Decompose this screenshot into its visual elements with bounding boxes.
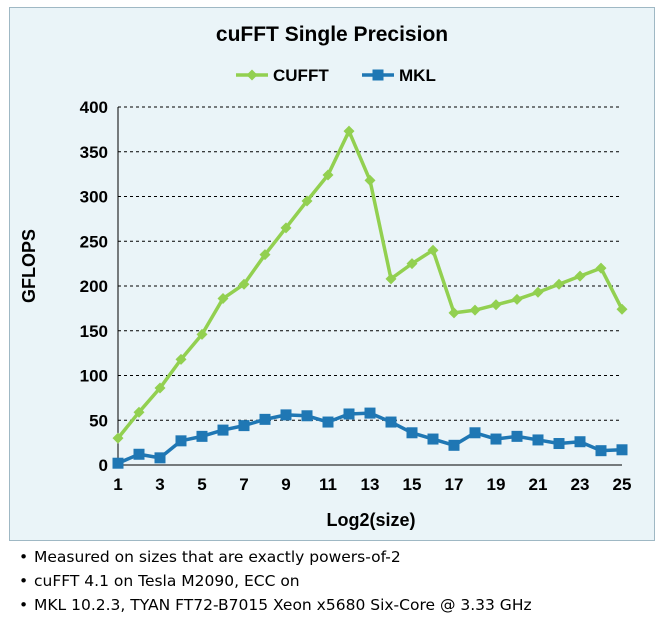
data-point bbox=[154, 382, 166, 394]
data-point bbox=[364, 407, 376, 419]
y-tick-label: 100 bbox=[80, 367, 108, 386]
axes bbox=[117, 107, 622, 466]
data-point bbox=[196, 328, 208, 340]
x-tick-label: 11 bbox=[319, 475, 337, 494]
y-tick-label: 400 bbox=[80, 98, 108, 117]
y-tick-label: 300 bbox=[80, 188, 108, 207]
data-point bbox=[406, 427, 418, 439]
data-point bbox=[259, 249, 271, 261]
data-point bbox=[175, 435, 187, 447]
data-point bbox=[133, 406, 145, 418]
footnote-item: MKL 10.2.3, TYAN FT72-B7015 Xeon x5680 S… bbox=[34, 593, 532, 617]
data-point bbox=[532, 286, 544, 298]
data-point bbox=[217, 424, 229, 436]
data-point bbox=[490, 433, 502, 445]
data-point bbox=[385, 273, 397, 285]
data-point bbox=[511, 430, 523, 442]
y-tick-label: 150 bbox=[80, 322, 108, 341]
data-point bbox=[448, 439, 460, 451]
data-point bbox=[246, 69, 258, 81]
x-tick-labels: 1 3 5 7 9 11 13 15 17 19 21 23 25 bbox=[113, 475, 631, 494]
plot-area bbox=[112, 125, 628, 469]
footnotes: Measured on sizes that are exactly power… bbox=[34, 545, 532, 617]
legend: CUFFT MKL bbox=[236, 66, 436, 85]
data-point bbox=[322, 169, 334, 181]
data-point bbox=[553, 278, 565, 290]
data-point bbox=[616, 303, 628, 315]
series-mkl bbox=[112, 407, 628, 469]
legend-item-mkl: MKL bbox=[362, 66, 436, 85]
legend-label: CUFFT bbox=[273, 66, 329, 85]
data-point bbox=[385, 416, 397, 428]
data-point bbox=[301, 195, 313, 207]
gridlines bbox=[118, 106, 622, 421]
x-tick-label: 5 bbox=[197, 475, 206, 494]
data-point bbox=[574, 436, 586, 448]
data-point bbox=[372, 69, 384, 81]
chart-title: cuFFT Single Precision bbox=[216, 23, 448, 46]
data-point bbox=[595, 262, 607, 274]
data-point bbox=[301, 410, 313, 422]
data-point bbox=[553, 438, 565, 450]
data-point bbox=[469, 304, 481, 316]
legend-label: MKL bbox=[399, 66, 436, 85]
line-chart: cuFFT Single Precision CUFFT MKL 05010015… bbox=[19, 23, 631, 530]
data-point bbox=[175, 353, 187, 365]
data-point bbox=[427, 433, 439, 445]
x-tick-label: 17 bbox=[445, 475, 464, 494]
data-point bbox=[112, 432, 124, 444]
data-point bbox=[532, 434, 544, 446]
x-tick-label: 7 bbox=[239, 475, 248, 494]
x-tick-label: 1 bbox=[113, 475, 122, 494]
data-point bbox=[469, 427, 481, 439]
x-tick-label: 3 bbox=[155, 475, 164, 494]
data-point bbox=[280, 409, 292, 421]
x-tick-label: 23 bbox=[571, 475, 590, 494]
data-point bbox=[238, 420, 250, 432]
footnote-item: cuFFT 4.1 on Tesla M2090, ECC on bbox=[34, 569, 532, 593]
x-tick-label: 9 bbox=[281, 475, 290, 494]
y-tick-labels: 0 50 100 150 200 250 300 350 400 bbox=[80, 98, 108, 475]
data-point bbox=[280, 222, 292, 234]
data-point bbox=[238, 278, 250, 290]
y-tick-label: 250 bbox=[80, 232, 108, 251]
data-point bbox=[217, 293, 229, 305]
data-point bbox=[322, 416, 334, 428]
x-tick-label: 21 bbox=[529, 475, 548, 494]
y-tick-label: 200 bbox=[80, 277, 108, 296]
data-point bbox=[490, 299, 502, 311]
data-point bbox=[511, 293, 523, 305]
footnote-item: Measured on sizes that are exactly power… bbox=[34, 545, 532, 569]
data-point bbox=[154, 452, 166, 464]
x-axis-label: Log2(size) bbox=[326, 510, 415, 530]
legend-item-cufft: CUFFT bbox=[236, 66, 329, 85]
x-tick-label: 25 bbox=[613, 475, 632, 494]
y-tick-label: 350 bbox=[80, 143, 108, 162]
data-point bbox=[595, 445, 607, 457]
data-point bbox=[364, 174, 376, 186]
y-axis-label: GFLOPS bbox=[19, 229, 39, 303]
data-point bbox=[448, 307, 460, 319]
chart-panel: cuFFT Single Precision CUFFT MKL 0 50 100 15… bbox=[9, 7, 655, 541]
x-tick-label: 19 bbox=[487, 475, 506, 494]
data-point bbox=[112, 457, 124, 469]
data-point bbox=[343, 125, 355, 137]
data-point bbox=[427, 244, 439, 256]
data-point bbox=[343, 408, 355, 420]
x-tick-label: 13 bbox=[361, 475, 380, 494]
data-point bbox=[574, 270, 586, 282]
data-point bbox=[616, 444, 628, 456]
data-point bbox=[133, 448, 145, 460]
data-point bbox=[196, 430, 208, 442]
series-cufft bbox=[112, 125, 628, 444]
y-tick-label: 50 bbox=[89, 411, 108, 430]
data-point bbox=[406, 258, 418, 270]
data-point bbox=[259, 413, 271, 425]
x-tick-label: 15 bbox=[403, 475, 422, 494]
y-tick-label: 0 bbox=[99, 456, 108, 475]
